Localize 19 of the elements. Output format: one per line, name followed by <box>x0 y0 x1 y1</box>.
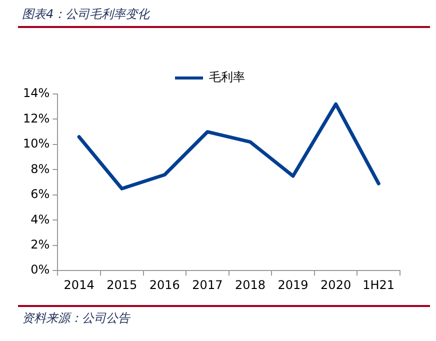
x-tick-label: 2015 <box>106 278 138 292</box>
y-tick-label: 6% <box>30 187 50 202</box>
text: 资料来源：公司公告 <box>22 310 130 327</box>
y-tick-label: 12% <box>23 111 50 126</box>
legend-label: 毛利率 <box>209 70 245 84</box>
x-tick-label: 2017 <box>192 278 223 292</box>
y-tick-label: 2% <box>30 237 50 252</box>
y-tick-label: 14% <box>23 86 50 100</box>
x-tick-label: 2016 <box>149 278 180 292</box>
y-tick-label: 0% <box>30 262 50 277</box>
y-tick-label: 8% <box>30 162 50 176</box>
x-tick-label: 1H21 <box>362 278 395 292</box>
y-tick-label: 4% <box>30 212 50 226</box>
chart-title: 图表4：公司毛利率变化 <box>22 6 150 23</box>
x-tick-label: 2019 <box>278 278 308 292</box>
x-tick-label: 2018 <box>234 278 266 292</box>
y-tick-label: 10% <box>23 136 50 151</box>
x-tick-label: 2020 <box>320 278 352 292</box>
x-tick-label: 2014 <box>64 278 94 292</box>
